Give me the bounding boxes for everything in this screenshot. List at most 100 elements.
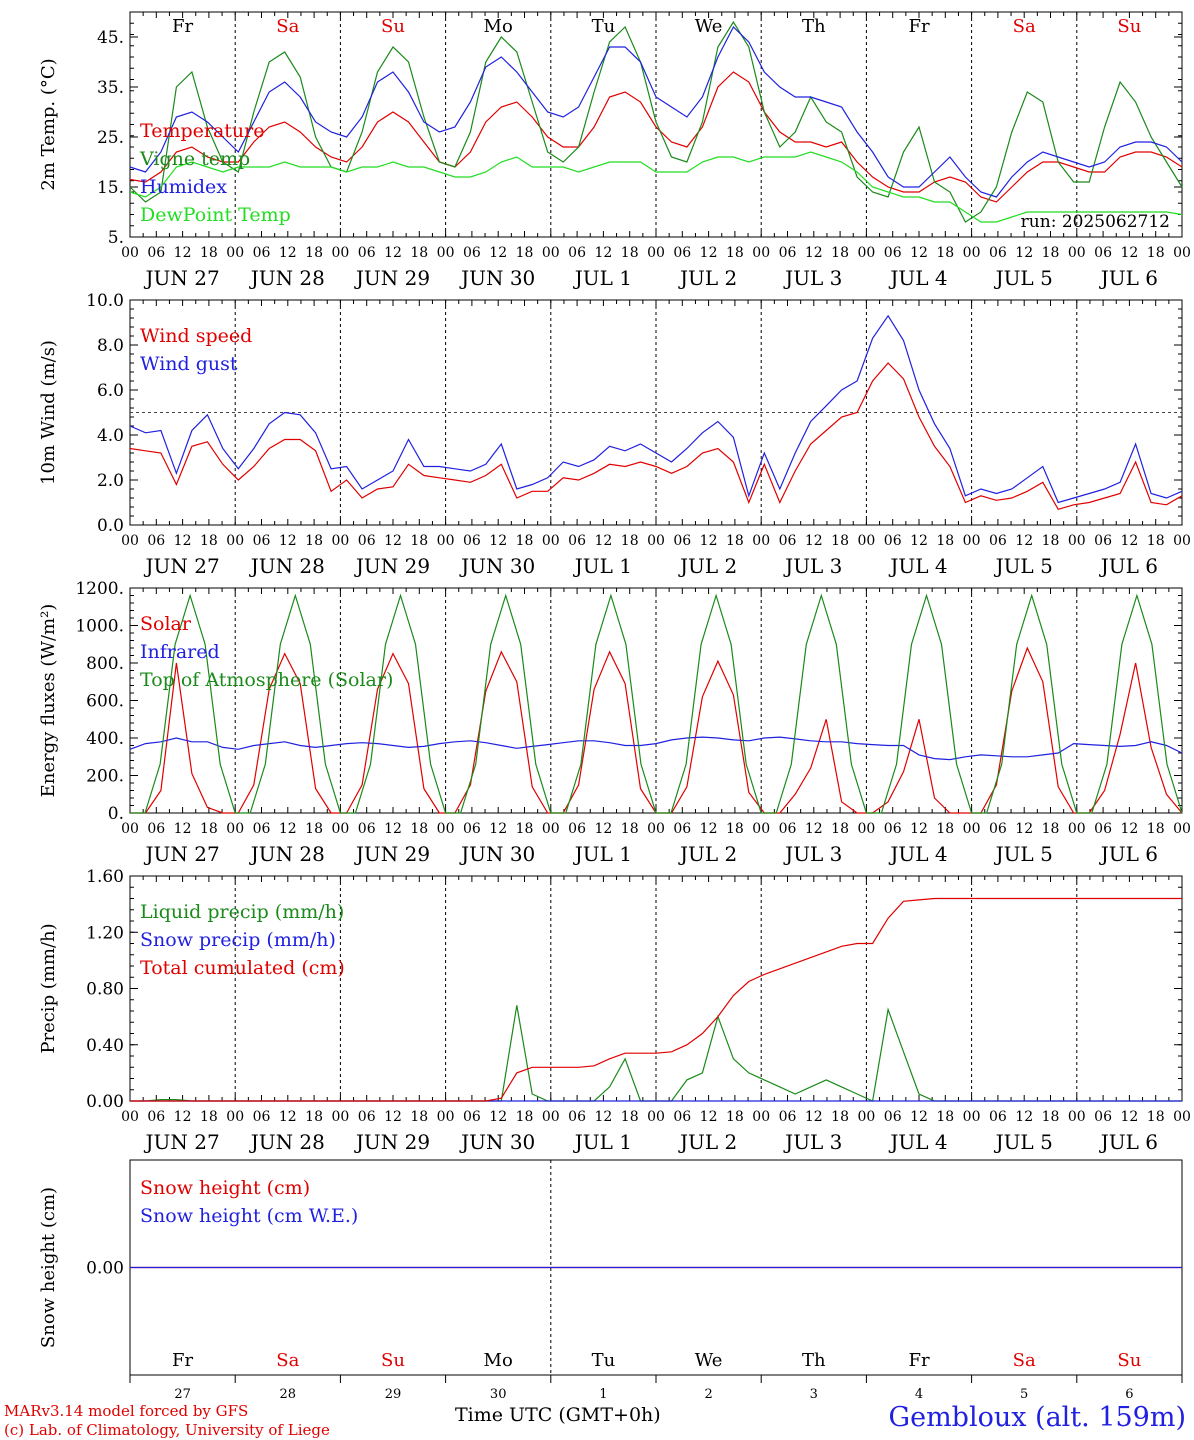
hour-tick-label: 12 <box>1015 1109 1033 1125</box>
y-tick-label: 600. <box>86 692 124 712</box>
hour-tick-label: 12 <box>700 1109 718 1125</box>
hour-tick-label: 00 <box>226 821 244 837</box>
hour-tick-label: 06 <box>1094 1109 1112 1125</box>
hour-tick-label: 12 <box>174 245 192 261</box>
hour-tick-label: 06 <box>463 1109 481 1125</box>
hour-tick-label: 00 <box>331 1109 349 1125</box>
hour-tick-label: 06 <box>147 245 165 261</box>
hour-tick-label: 00 <box>647 245 665 261</box>
hour-tick-label: 06 <box>568 533 586 549</box>
hour-tick-label: 06 <box>463 821 481 837</box>
hour-tick-label: 12 <box>910 1109 928 1125</box>
legend-entry: Top of Atmosphere (Solar) <box>140 669 393 691</box>
date-label: JUL 6 <box>1099 1130 1158 1154</box>
hour-tick-label: 06 <box>673 245 691 261</box>
date-label: JUN 30 <box>459 266 535 290</box>
hour-tick-label: 06 <box>1094 821 1112 837</box>
hour-tick-label: 00 <box>1173 245 1191 261</box>
x-axis-title: Time UTC (GMT+0h) <box>455 1404 661 1426</box>
y-tick-label: 1200. <box>75 579 124 599</box>
date-label: JUL 2 <box>678 554 737 578</box>
hour-tick-label: 06 <box>989 245 1007 261</box>
hour-tick-label: 00 <box>226 533 244 549</box>
date-label: JUL 1 <box>573 1130 632 1154</box>
hour-tick-label: 18 <box>621 821 639 837</box>
hour-tick-label: 06 <box>253 1109 271 1125</box>
hour-tick-label: 12 <box>594 245 612 261</box>
date-label: JUN 27 <box>144 842 220 866</box>
y-tick-label: 25. <box>97 128 124 148</box>
date-label: JUL 3 <box>783 842 842 866</box>
hour-tick-label: 00 <box>226 245 244 261</box>
hour-tick-label: 18 <box>410 533 428 549</box>
date-label: JUN 30 <box>459 842 535 866</box>
hour-tick-label: 06 <box>1094 245 1112 261</box>
station-title: Gembloux (alt. 159m) <box>888 1402 1186 1433</box>
hour-tick-label: 00 <box>752 821 770 837</box>
day-number-label: 29 <box>385 1387 402 1402</box>
hour-tick-label: 06 <box>253 245 271 261</box>
hour-tick-label: 18 <box>936 245 954 261</box>
day-name-label: Su <box>381 1350 405 1371</box>
hour-tick-label: 12 <box>1015 533 1033 549</box>
legend-entry: Liquid precip (mm/h) <box>140 901 344 923</box>
day-number-label: 28 <box>280 1387 297 1402</box>
y-tick-label: 10.0 <box>86 291 124 311</box>
day-name-label: Sa <box>276 1350 299 1371</box>
hour-tick-label: 00 <box>542 533 560 549</box>
day-name-label: Tu <box>592 16 616 37</box>
series-line-top-of-atmosphere-solar- <box>130 593 1183 814</box>
hour-tick-label: 06 <box>253 533 271 549</box>
hour-tick-label: 00 <box>1068 245 1086 261</box>
hour-tick-label: 12 <box>279 1109 297 1125</box>
date-label: JUL 4 <box>888 842 947 866</box>
date-label: JUL 4 <box>888 266 947 290</box>
hour-tick-label: 06 <box>673 533 691 549</box>
hour-tick-label: 00 <box>331 533 349 549</box>
day-name-label: Mo <box>484 1350 513 1371</box>
hour-tick-label: 18 <box>305 533 323 549</box>
hour-tick-label: 06 <box>568 821 586 837</box>
series-line-temperature <box>129 71 1183 203</box>
hour-tick-label: 00 <box>963 1109 981 1125</box>
date-label: JUN 29 <box>354 554 430 578</box>
legend-entry: DewPoint Temp <box>140 204 291 226</box>
day-name-label: Fr <box>908 1350 929 1371</box>
date-label: JUL 4 <box>888 554 947 578</box>
y-tick-label: 0.0 <box>97 516 124 536</box>
date-label: JUN 27 <box>144 266 220 290</box>
hour-tick-label: 18 <box>1147 821 1165 837</box>
legend-entry: Temperature <box>140 120 264 142</box>
hour-tick-label: 00 <box>437 245 455 261</box>
hour-tick-label: 12 <box>700 245 718 261</box>
date-label: JUL 1 <box>573 842 632 866</box>
series-line-dewpoint-temp <box>129 151 1183 223</box>
hour-tick-label: 18 <box>305 1109 323 1125</box>
hour-tick-label: 00 <box>963 245 981 261</box>
hour-tick-label: 12 <box>174 821 192 837</box>
hour-tick-label: 12 <box>279 533 297 549</box>
hour-tick-label: 18 <box>516 533 534 549</box>
hour-tick-label: 06 <box>989 821 1007 837</box>
y-tick-label: 0.80 <box>86 980 124 1000</box>
hour-tick-label: 00 <box>963 821 981 837</box>
day-name-label: We <box>695 16 723 37</box>
hour-tick-label: 18 <box>410 1109 428 1125</box>
hour-tick-label: 18 <box>410 821 428 837</box>
series-line-infrared <box>129 736 1183 761</box>
hour-tick-label: 12 <box>805 533 823 549</box>
hour-tick-label: 00 <box>437 533 455 549</box>
series-line-wind-speed <box>129 362 1183 511</box>
hour-tick-label: 06 <box>884 245 902 261</box>
hour-tick-label: 06 <box>1094 533 1112 549</box>
y-tick-label: 400. <box>86 729 124 749</box>
date-label: JUL 3 <box>783 554 842 578</box>
date-label: JUL 5 <box>994 1130 1053 1154</box>
series-line-total-cumulated-cm- <box>130 897 1182 1102</box>
legend-entry: Infrared <box>140 641 220 663</box>
date-label: JUL 3 <box>783 1130 842 1154</box>
hour-tick-label: 18 <box>410 245 428 261</box>
hour-tick-label: 18 <box>200 533 218 549</box>
hour-tick-label: 12 <box>384 245 402 261</box>
